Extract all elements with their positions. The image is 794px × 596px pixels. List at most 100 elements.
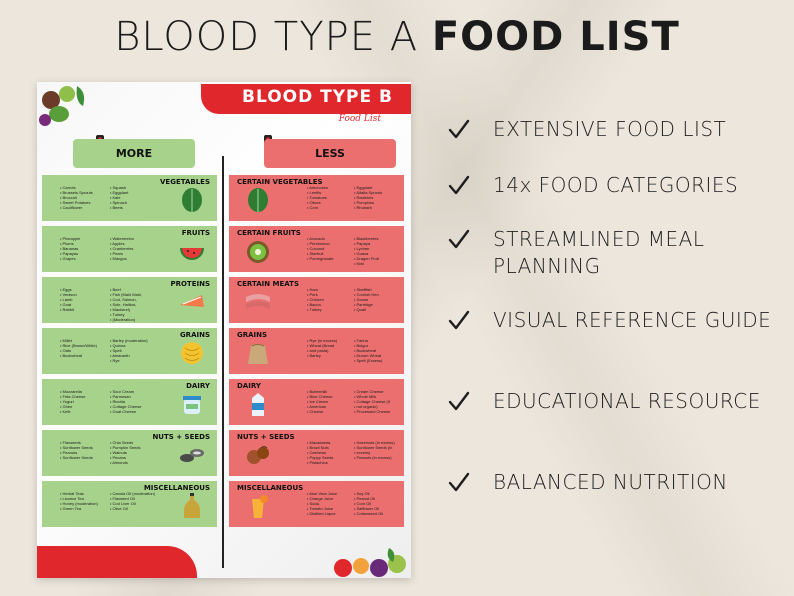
food-item: Buckwheat [60,353,97,358]
less-panel-1: CERTAIN FRUITS AvocadoPersimmonCoconutSta… [229,226,404,272]
food-item: Starfruit [307,251,334,256]
food-item-list: CarrotsBrussels SproutsBroccoliSweet Pot… [60,185,93,210]
panel-title: NUTS + SEEDS [237,433,295,441]
food-item: Pork [307,292,324,297]
food-item: Pomegranate [307,256,334,261]
food-item: Pears [110,251,134,256]
food-item: Carrots [60,185,93,190]
food-item: Ghee [60,404,85,409]
panel-title: CERTAIN VEGETABLES [237,178,323,186]
food-item: Avocado [307,236,334,241]
food-item: Macadamia [307,440,333,445]
checklist-label: EDUCATIONAL RESOURCE [493,389,761,413]
food-item: Squash [110,185,128,190]
food-item: Eggplant [354,185,382,190]
more-panel-4: DAIRY MozzarellaFeta CheeseYogurtGheeKefi… [42,379,217,425]
food-item-list: Sour CreamParmesanRicottaCottage CheeseG… [110,389,142,414]
food-item: Grapes [60,256,80,261]
food-item: Peanuts (in excess) [354,455,395,460]
juice-glass-icon [252,495,268,518]
food-item-list: ShellfishCornish HenGoosePartridgeQuail [354,287,379,312]
food-item: Plums [60,241,80,246]
less-panel-5: NUTS + SEEDSMacadamiaBrazil NutsCashewsP… [229,430,404,476]
food-item: Hazelnuts (in excess) [354,440,395,445]
food-item: Olives [307,200,328,205]
less-panel-0: CERTAIN VEGETABLESArtichokesLentilsTomat… [229,175,404,221]
food-item-list: Cream CheeseWhole MilkCottage Cheese (if… [354,389,391,414]
food-item: Barley (moderation) [110,338,148,343]
food-item: Chia Seeds [110,440,141,445]
panel-title: CERTAIN MEATS [237,280,299,288]
food-item: Processed Cheese [354,409,391,414]
food-item: Cornish Hen [354,292,379,297]
food-item: Goat Cheese [110,409,141,414]
grain-sack-icon [248,344,268,364]
checkmark-icon [448,391,470,411]
food-item-list: WatermelonApplesCranberriesPearsMangos [110,236,134,261]
food-item: Cheese [307,409,332,414]
food-item-list: Aloe Vera JuiceOrange JuiceSodaTomato Ju… [307,491,337,516]
pasta-icon [181,342,203,364]
panel-title: DAIRY [186,382,210,390]
more-panel-1: FRUITS PineapplePlumsBananasPapayasGrapes… [42,226,217,272]
more-panel-2: PROTEINS EggsVenisonLambGoatRabbit BeefFis… [42,277,217,323]
food-item: Green Tea [60,506,98,511]
food-item-list: ButtermilkBlue CheeseIce CreamAmericanCh… [307,389,332,414]
food-item: Cauliflower [60,205,93,210]
food-item: Tomato Juice [307,506,337,511]
panel-title: VEGETABLES [160,178,210,186]
food-item: Cod, Salmon, [110,297,142,302]
food-item: Quinoa [110,343,148,348]
food-item: Soy Oil [354,491,383,496]
food-item: excess) [354,450,395,455]
food-item: Ricotta [110,399,141,404]
spinach-icon [248,188,268,212]
food-item: Radishes [354,195,382,200]
panel-title: NUTS + SEEDS [152,433,210,441]
food-item-list: Rye (in excess)Wheat (Breadand pasta)Bar… [307,338,338,358]
checklist-label: 14x FOOD CATEGORIES [493,173,739,197]
food-item: Bacon [307,302,324,307]
food-item: Distilled Liquor [307,511,337,516]
food-item-list: ArtichokesLentilsTomatoesOlivesCorn [307,185,328,210]
food-item: Brussels Sprouts [60,190,93,195]
food-item: Durum Wheat [354,353,382,358]
food-item: Corn Oil [354,501,383,506]
food-item: Cottage Cheese [110,404,142,409]
food-item: Lentils [307,190,328,195]
food-item: Rabbit [60,307,77,312]
food-item: Watermelon [110,236,134,241]
food-item: Fish (Mahi Mahi, [110,292,143,297]
food-item: Goat [60,302,77,307]
food-item: Almonds [110,460,141,465]
food-item-list: AvocadoPersimmonCoconutStarfruitPomegran… [307,236,334,261]
checkmark-icon [448,472,470,492]
panel-title: GRAINS [237,331,268,339]
food-item: Oats [60,348,97,353]
food-item: Honey (moderation) [60,501,98,506]
vegetables-decoration-icon [39,86,85,126]
food-item: Amaranth [110,353,148,358]
food-item: Barley [307,353,337,358]
food-item: Apples [110,241,134,246]
checkmark-icon [448,310,470,330]
kiwi-icon [247,241,269,263]
food-item: Papaya [354,241,379,246]
food-list-poster: BLOOD TYPE B Food List MORE LESS VEGETAB… [37,82,411,578]
checklist-label: EXTENSIVE FOOD LIST [493,117,727,141]
food-item: Licorice Tea [60,496,98,501]
food-item: Canola Oil (moderation) [110,491,155,496]
title-banner [201,84,411,114]
hazelnut-icon [247,446,269,464]
food-item: Turkey [307,307,324,312]
food-item: Broccoli [60,195,93,200]
food-item: Cottage Cheese (if [354,399,390,404]
checklist-label: BALANCED NUTRITION [493,470,728,494]
less-panel-2: CERTAIN MEATS HamPorkChickenBaconTurkey Sh… [229,277,404,323]
food-item: Spelt (Excess) [354,358,383,363]
food-item: Poppy Seeds [307,455,334,460]
food-item: Pumpkin Seeds [110,445,141,450]
food-item: Mangos [110,256,134,261]
food-item: and pasta) [307,348,337,353]
food-item: Cashews [307,450,333,455]
